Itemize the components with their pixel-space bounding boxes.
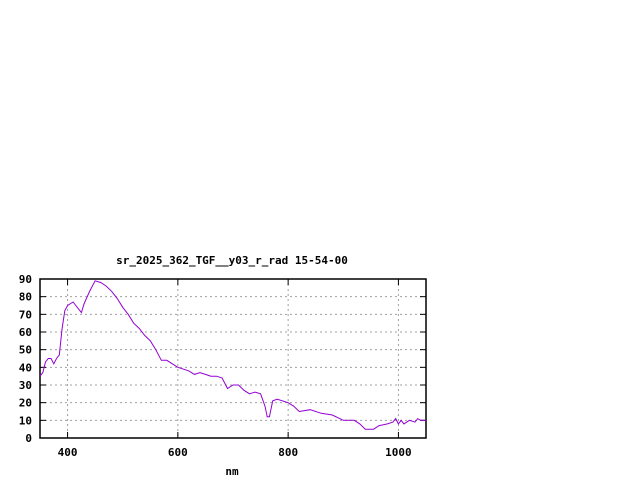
y-tick-label: 70 — [19, 308, 32, 321]
x-tick-label: 600 — [168, 446, 188, 459]
series-line — [39, 280, 426, 430]
y-tick-label: 80 — [19, 291, 32, 304]
plot-frame — [39, 278, 427, 439]
y-tick-label: 30 — [19, 379, 32, 392]
y-tick-label: 40 — [19, 361, 32, 374]
y-tick-label: 20 — [19, 397, 32, 410]
y-tick-label: 10 — [19, 414, 32, 427]
y-tick-label: 60 — [19, 326, 32, 339]
x-tick-label: 400 — [58, 446, 78, 459]
x-tick-label: 800 — [278, 446, 298, 459]
x-tick-label: 1000 — [385, 446, 412, 459]
y-tick-label: 90 — [19, 273, 32, 286]
x-axis-label: nm — [225, 465, 239, 478]
y-tick-label: 50 — [19, 344, 32, 357]
y-tick-label: 0 — [25, 432, 32, 445]
chart-title: sr_2025_362_TGF__y03_r_rad 15-54-00 — [116, 254, 348, 267]
